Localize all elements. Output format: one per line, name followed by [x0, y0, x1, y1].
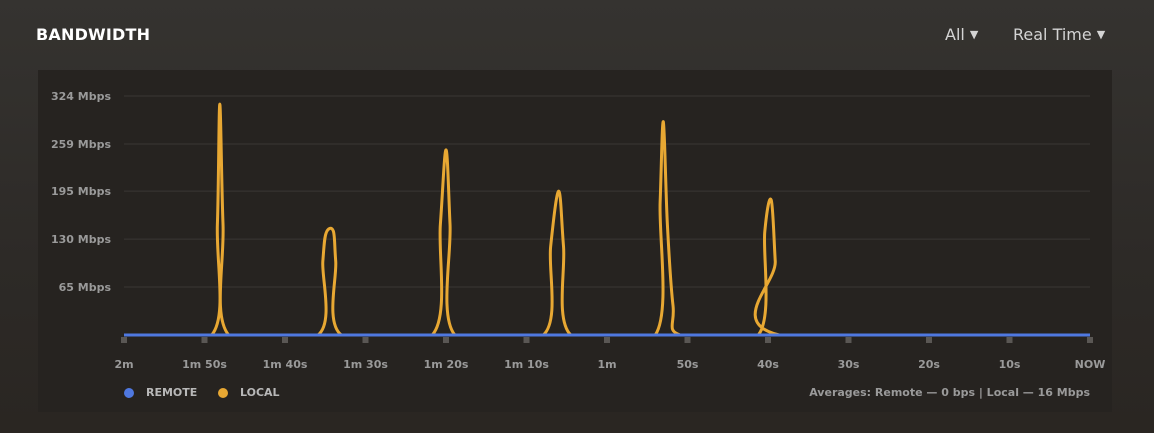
- x-tick-mark: [201, 337, 208, 343]
- x-tick-label: 1m 50s: [182, 358, 227, 371]
- filter-dropdown[interactable]: All ▼: [945, 25, 978, 44]
- x-tick-label: 1m 10s: [504, 358, 549, 371]
- averages-text: Averages: Remote — 0 bps | Local — 16 Mb…: [809, 386, 1090, 399]
- x-tick-mark: [926, 337, 932, 343]
- x-tick-label: 10s: [999, 358, 1021, 371]
- x-tick-label: 1m: [597, 358, 616, 371]
- series-line-local: [124, 102, 1090, 337]
- y-tick-label: 130 Mbps: [51, 233, 111, 246]
- legend-item-remote[interactable]: REMOTE: [124, 386, 197, 399]
- remote-dot-icon: [124, 387, 134, 398]
- y-tick-label: 65 Mbps: [59, 281, 112, 294]
- x-tick-label: 20s: [918, 358, 940, 371]
- x-tick-label: 1m 30s: [343, 358, 388, 371]
- x-tick-mark: [1087, 337, 1093, 343]
- x-tick-label: 2m: [114, 358, 133, 371]
- x-tick-mark: [845, 337, 852, 343]
- y-tick-label: 324 Mbps: [51, 90, 111, 103]
- page-title: BANDWIDTH: [36, 25, 151, 44]
- range-dropdown[interactable]: Real Time ▼: [1013, 25, 1105, 44]
- x-tick-label: 1m 20s: [424, 358, 469, 371]
- x-tick-label: 40s: [757, 358, 779, 371]
- caret-down-icon: ▼: [1096, 28, 1106, 41]
- x-tick-mark: [523, 337, 530, 343]
- x-tick-mark: [121, 337, 127, 343]
- x-tick-mark: [282, 337, 288, 343]
- legend-item-local[interactable]: LOCAL: [218, 386, 280, 399]
- x-tick-mark: [1006, 337, 1013, 343]
- x-tick-mark: [362, 337, 369, 343]
- legend-label: REMOTE: [146, 386, 198, 399]
- range-value: Real Time: [1013, 25, 1092, 44]
- filter-value: All: [945, 25, 965, 44]
- x-tick-mark: [684, 337, 691, 343]
- x-tick-mark: [604, 337, 610, 343]
- x-tick-label: 1m 40s: [263, 358, 308, 371]
- x-tick-mark: [765, 337, 771, 343]
- x-tick-label: 50s: [677, 358, 699, 371]
- legend-label: LOCAL: [240, 386, 280, 399]
- x-tick-label: NOW: [1075, 358, 1106, 371]
- local-dot-icon: [218, 387, 228, 398]
- x-tick-label: 30s: [838, 358, 860, 371]
- caret-down-icon: ▼: [969, 28, 979, 41]
- x-tick-mark: [443, 337, 449, 343]
- y-tick-label: 259 Mbps: [51, 138, 111, 151]
- y-tick-label: 195 Mbps: [51, 185, 111, 198]
